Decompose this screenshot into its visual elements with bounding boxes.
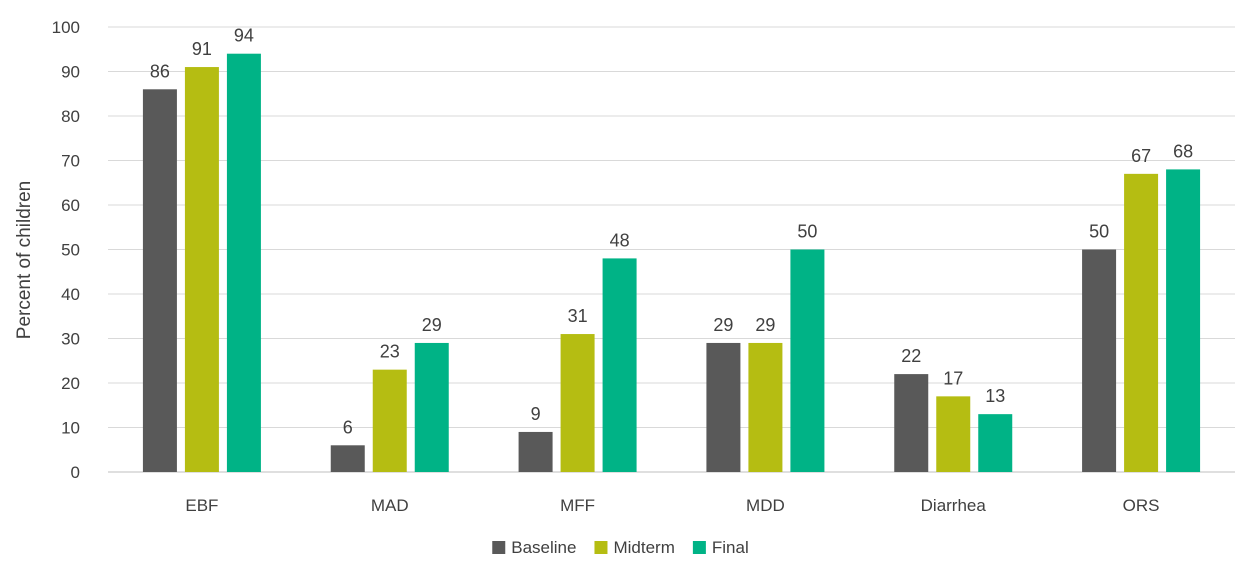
data-label: 91 bbox=[192, 39, 212, 59]
legend-swatch bbox=[594, 541, 608, 554]
x-category-label: EBF bbox=[185, 496, 218, 515]
data-label: 29 bbox=[713, 315, 733, 335]
bar-baseline-ors bbox=[1082, 249, 1117, 472]
y-tick-label: 40 bbox=[61, 285, 80, 304]
x-axis-categories: EBF MAD MFF MDD Diarrhea ORS bbox=[185, 496, 1159, 515]
data-label: 50 bbox=[1089, 222, 1109, 242]
data-label: 29 bbox=[755, 315, 775, 335]
data-label: 23 bbox=[380, 342, 400, 362]
bar-midterm-mdd bbox=[748, 342, 783, 472]
data-label: 31 bbox=[568, 306, 588, 326]
y-tick-label: 30 bbox=[61, 330, 80, 349]
x-category-label: MDD bbox=[746, 496, 785, 515]
x-category-label: ORS bbox=[1123, 496, 1160, 515]
y-tick-label: 90 bbox=[61, 63, 80, 82]
x-category-label: MAD bbox=[371, 496, 409, 515]
legend-item-final: Final bbox=[692, 538, 749, 557]
bar-midterm-ebf bbox=[184, 67, 219, 473]
bar-baseline-mdd bbox=[706, 342, 741, 472]
legend: Baseline Midterm Final bbox=[492, 538, 749, 557]
y-tick-label: 50 bbox=[61, 241, 80, 260]
data-label: 29 bbox=[422, 315, 442, 335]
bar-final-ebf bbox=[226, 53, 261, 472]
data-label: 68 bbox=[1173, 141, 1193, 161]
bar-midterm-diarrhea bbox=[936, 396, 971, 472]
legend-swatch bbox=[492, 541, 506, 554]
y-tick-label: 20 bbox=[61, 374, 80, 393]
bar-final-mdd bbox=[790, 249, 825, 472]
data-label: 6 bbox=[343, 417, 353, 437]
y-tick-label: 0 bbox=[71, 463, 80, 482]
y-tick-label: 80 bbox=[61, 107, 80, 126]
legend-label: Final bbox=[712, 538, 749, 557]
y-tick-label: 70 bbox=[61, 152, 80, 171]
bar-final-ors bbox=[1166, 169, 1201, 472]
data-label: 86 bbox=[150, 61, 170, 81]
bar-final-diarrhea bbox=[978, 414, 1013, 472]
y-axis-ticks: 0 10 20 30 40 50 60 70 80 90 100 bbox=[52, 18, 80, 482]
bar-baseline-mff bbox=[518, 431, 553, 472]
legend-label: Midterm bbox=[613, 538, 674, 557]
data-label: 17 bbox=[943, 368, 963, 388]
data-labels: 86 91 94 6 23 29 9 31 48 29 29 50 22 17 13 50 67 68 bbox=[150, 26, 1193, 438]
data-label: 94 bbox=[234, 26, 254, 46]
legend-item-baseline: Baseline bbox=[492, 538, 576, 557]
data-label: 48 bbox=[610, 230, 630, 250]
y-tick-label: 60 bbox=[61, 196, 80, 215]
bar-midterm-mff bbox=[560, 334, 595, 472]
x-category-label: MFF bbox=[560, 496, 595, 515]
data-label: 9 bbox=[531, 404, 541, 424]
gridlines bbox=[108, 26, 1235, 473]
y-tick-label: 100 bbox=[52, 18, 80, 37]
bar-final-mff bbox=[602, 258, 637, 472]
legend-label: Baseline bbox=[511, 538, 576, 557]
bar-midterm-mad bbox=[372, 369, 407, 472]
bar-baseline-diarrhea bbox=[894, 374, 929, 472]
bar-baseline-ebf bbox=[142, 89, 177, 473]
data-label: 50 bbox=[797, 222, 817, 242]
bar-baseline-mad bbox=[330, 445, 365, 472]
y-tick-label: 10 bbox=[61, 419, 80, 438]
bar-midterm-ors bbox=[1124, 173, 1159, 472]
data-label: 13 bbox=[985, 386, 1005, 406]
bars bbox=[142, 53, 1201, 473]
data-label: 67 bbox=[1131, 146, 1151, 166]
legend-swatch bbox=[692, 541, 706, 554]
x-category-label: Diarrhea bbox=[921, 496, 987, 515]
bar-final-mad bbox=[414, 342, 449, 472]
legend-item-midterm: Midterm bbox=[594, 538, 675, 557]
y-axis-title: Percent of children bbox=[14, 181, 35, 339]
data-label: 22 bbox=[901, 346, 921, 366]
